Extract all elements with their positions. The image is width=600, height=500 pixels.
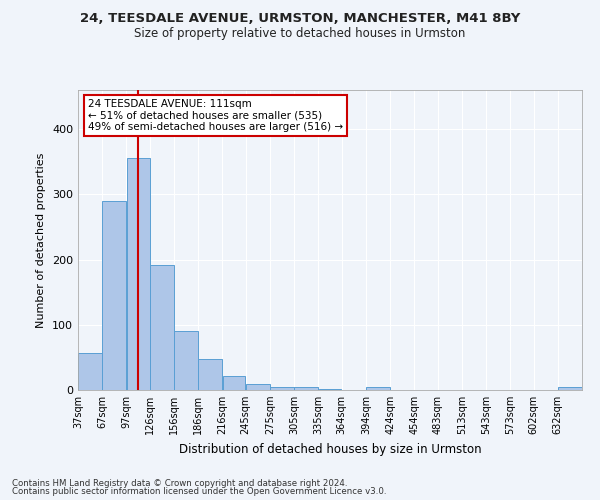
Bar xyxy=(150,265,174,390)
Bar xyxy=(270,386,294,390)
Bar xyxy=(223,376,245,390)
Text: Size of property relative to detached houses in Urmston: Size of property relative to detached ho… xyxy=(134,28,466,40)
X-axis label: Distribution of detached houses by size in Urmston: Distribution of detached houses by size … xyxy=(179,442,481,456)
Bar xyxy=(295,388,318,390)
Text: 24 TEESDALE AVENUE: 111sqm
← 51% of detached houses are smaller (535)
49% of sem: 24 TEESDALE AVENUE: 111sqm ← 51% of deta… xyxy=(88,99,343,132)
Bar xyxy=(78,353,102,390)
Bar xyxy=(558,388,582,390)
Bar xyxy=(366,388,390,390)
Bar xyxy=(246,384,269,390)
Text: 24, TEESDALE AVENUE, URMSTON, MANCHESTER, M41 8BY: 24, TEESDALE AVENUE, URMSTON, MANCHESTER… xyxy=(80,12,520,26)
Text: Contains public sector information licensed under the Open Government Licence v3: Contains public sector information licen… xyxy=(12,487,386,496)
Bar xyxy=(174,330,198,390)
Bar xyxy=(103,201,126,390)
Y-axis label: Number of detached properties: Number of detached properties xyxy=(37,152,46,328)
Bar xyxy=(127,158,149,390)
Text: Contains HM Land Registry data © Crown copyright and database right 2024.: Contains HM Land Registry data © Crown c… xyxy=(12,478,347,488)
Bar xyxy=(199,360,222,390)
